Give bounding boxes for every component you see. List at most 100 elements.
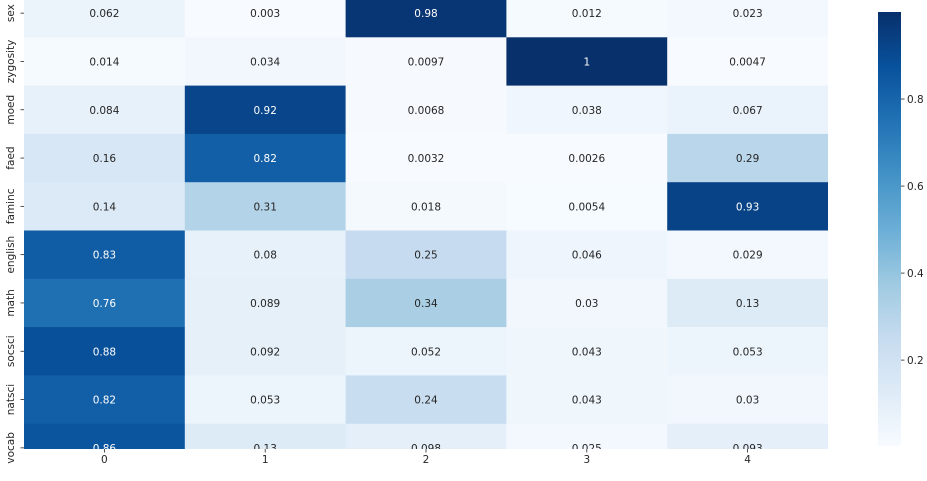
heatmap-cells: [24, 0, 828, 449]
cell-value-label-r4-c0: 0.14: [93, 201, 117, 213]
cell-value-label-r3-c3: 0.0026: [568, 153, 605, 165]
heatmap-cell-r4-c1: [184, 182, 347, 231]
cell-value-label-r4-c1: 0.31: [254, 201, 277, 213]
heatmap-cell-r7-c4: [667, 327, 828, 376]
cell-value-label-r1-c2: 0.0097: [408, 56, 445, 68]
heatmap-cell-r7-c0: [24, 327, 186, 376]
cell-value-label-r2-c3: 0.038: [572, 105, 602, 117]
colorbar-tick-label-3: 0.8: [907, 94, 924, 106]
heatmap-cell-r8-c1: [184, 375, 347, 425]
heatmap-cell-r3-c0: [24, 133, 186, 183]
cell-value-label-r5-c4: 0.029: [733, 250, 763, 262]
heatmap-cell-r4-c4: [667, 182, 828, 231]
heatmap-cell-r5-c3: [506, 230, 668, 280]
heatmap-cell-r1-c4: [667, 37, 828, 87]
cell-value-label-r4-c3: 0.0054: [568, 201, 605, 213]
heatmap-cell-r0-c3: [506, 0, 668, 38]
y-tick-label-english: english: [5, 236, 17, 274]
heatmap-cell-r3-c4: [667, 133, 828, 183]
cell-value-label-r0-c2: 0.98: [414, 8, 437, 20]
heatmap-cell-r4-c2: [345, 182, 507, 231]
heatmap-cell-r8-c0: [24, 375, 186, 425]
colorbar-tick-label-2: 0.6: [907, 181, 924, 193]
colorbar-tick-label-1: 0.4: [907, 268, 924, 280]
heatmap-cell-r5-c0: [24, 230, 186, 280]
heatmap-cell-r5-c4: [667, 230, 828, 280]
cell-value-label-r2-c2: 0.0068: [408, 105, 445, 117]
heatmap-cell-r9-c3: [506, 423, 668, 449]
heatmap-cell-r9-c2: [345, 423, 507, 449]
cell-value-label-r5-c1: 0.08: [254, 250, 277, 262]
y-tick-label-moed: moed: [5, 95, 17, 125]
cell-value-label-r5-c3: 0.046: [572, 250, 602, 262]
cell-value-label-r3-c2: 0.0032: [408, 153, 445, 165]
cell-value-label-r5-c0: 0.83: [93, 250, 116, 262]
heatmap-cell-r3-c2: [345, 133, 507, 183]
cell-value-label-r4-c4: 0.93: [736, 201, 759, 213]
heatmap-cell-r3-c3: [506, 133, 668, 183]
y-tick-label-natsci: natsci: [5, 384, 17, 415]
heatmap-cell-r2-c0: [24, 85, 186, 135]
cell-value-label-r9-c3: 0.025: [572, 443, 602, 455]
cell-value-label-r8-c3: 0.043: [572, 395, 602, 407]
heatmap-cell-r7-c3: [506, 327, 668, 376]
y-axis-ticks: sex zygosity moed faed faminc english math socs…: [5, 4, 24, 464]
cell-value-label-r3-c1: 0.82: [254, 153, 277, 165]
cell-value-label-r7-c4: 0.053: [733, 346, 763, 358]
y-tick-label-socsci: socsci: [5, 335, 17, 367]
heatmap-cell-r9-c4: [667, 423, 828, 449]
heatmap-cell-r6-c1: [184, 278, 347, 328]
heatmap-cell-r1-c3: [506, 37, 668, 87]
x-tick-label-0: 0: [101, 454, 108, 466]
cell-value-label-r6-c4: 0.13: [736, 298, 759, 310]
cell-value-label-r6-c3: 0.03: [575, 298, 598, 310]
cell-value-label-r9-c2: 0.098: [411, 443, 441, 455]
heatmap-cell-r2-c1: [184, 85, 347, 135]
heatmap-cell-r2-c2: [345, 85, 507, 135]
cell-value-labels: 0.062 0.003 0.98 0.012 0.023 0.014 0.034 0.0097…: [89, 8, 766, 455]
colorbar-gradient: [878, 12, 901, 446]
cell-value-label-r9-c0: 0.86: [93, 443, 117, 455]
heatmap-cell-r0-c4: [667, 0, 828, 38]
cell-value-label-r2-c4: 0.067: [733, 105, 763, 117]
heatmap-cell-r2-c4: [667, 85, 828, 135]
cell-value-label-r9-c1: 0.13: [254, 443, 277, 455]
heatmap-cell-r8-c4: [667, 375, 828, 425]
cell-value-label-r7-c3: 0.043: [572, 346, 602, 358]
heatmap-cell-r7-c2: [345, 327, 507, 376]
cell-value-label-r6-c0: 0.76: [93, 298, 117, 310]
heatmap-cell-r6-c4: [667, 278, 828, 328]
x-tick-label-1: 1: [262, 454, 269, 466]
cell-value-label-r4-c2: 0.018: [411, 201, 441, 213]
heatmap-cell-r4-c3: [506, 182, 668, 231]
cell-value-label-r2-c0: 0.084: [89, 105, 119, 117]
cell-value-label-r3-c4: 0.29: [736, 153, 759, 165]
heatmap-cell-r9-c0: [24, 423, 186, 449]
cell-value-label-r1-c1: 0.034: [250, 56, 280, 68]
cell-value-label-r1-c4: 0.0047: [729, 56, 766, 68]
cell-value-label-r8-c1: 0.053: [250, 395, 280, 407]
heatmap-cell-r5-c1: [184, 230, 347, 280]
y-tick-label-sex: sex: [5, 4, 17, 22]
cell-value-label-r0-c0: 0.062: [89, 8, 119, 20]
cell-value-label-r8-c0: 0.82: [93, 395, 116, 407]
cell-value-label-r1-c3: 1: [583, 56, 590, 68]
heatmap-cell-r3-c1: [184, 133, 347, 183]
cell-value-label-r9-c4: 0.093: [733, 443, 763, 455]
cell-value-label-r0-c3: 0.012: [572, 8, 602, 20]
heatmap-cell-r1-c1: [184, 37, 347, 87]
cell-value-label-r7-c2: 0.052: [411, 346, 441, 358]
x-tick-label-4: 4: [744, 454, 751, 466]
cell-value-label-r1-c0: 0.014: [89, 56, 119, 68]
cell-value-label-r6-c2: 0.34: [414, 298, 438, 310]
y-tick-label-faminc: faminc: [5, 188, 17, 224]
cell-value-label-r7-c1: 0.092: [250, 346, 280, 358]
heatmap-cell-r5-c2: [345, 230, 507, 280]
cell-value-label-r0-c1: 0.003: [250, 8, 280, 20]
heatmap-cell-r1-c0: [24, 37, 186, 87]
heatmap-cell-r1-c2: [345, 37, 507, 87]
y-tick-label-zygosity: zygosity: [5, 40, 17, 84]
cell-value-label-r8-c2: 0.24: [414, 395, 438, 407]
colorbar-tick-label-0: 0.2: [907, 355, 924, 367]
heatmap-cell-r0-c0: [24, 0, 186, 38]
